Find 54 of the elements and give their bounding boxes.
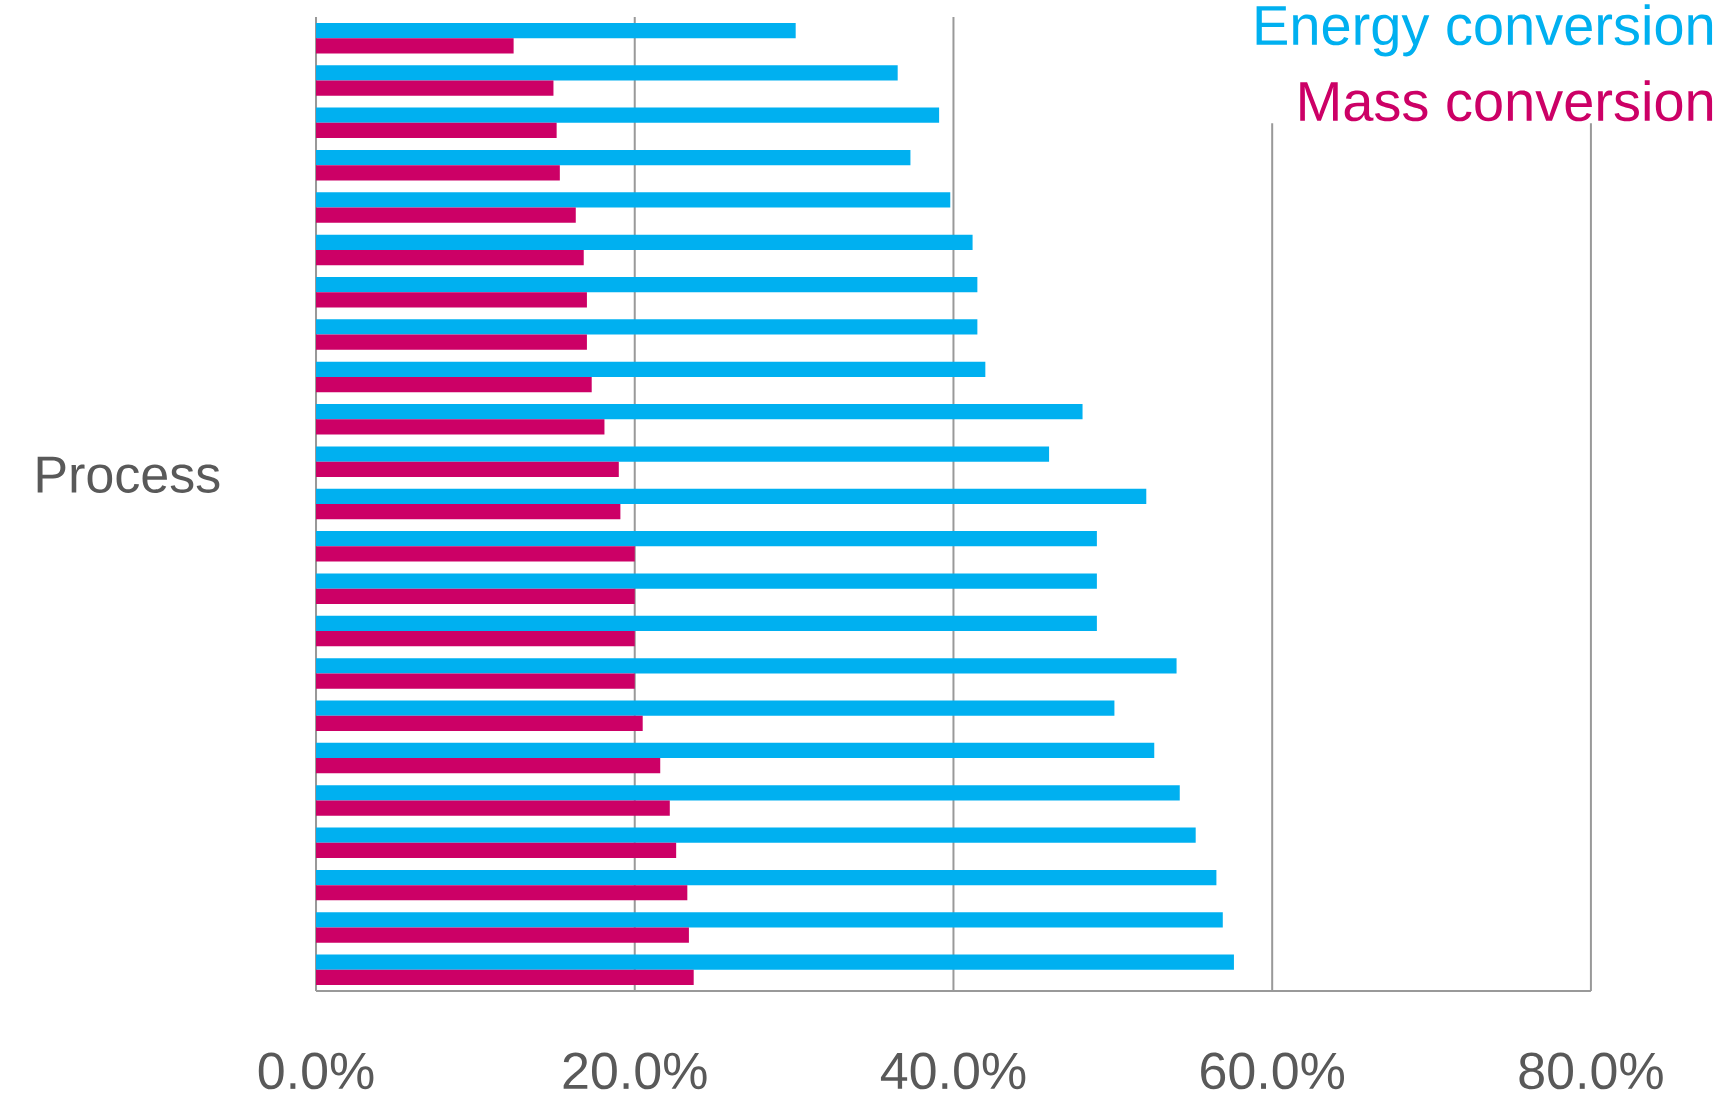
bar (316, 504, 621, 520)
bar (316, 165, 560, 181)
bar (316, 334, 587, 350)
bar (316, 249, 584, 266)
bar (316, 319, 978, 335)
bar (316, 758, 661, 774)
bar (316, 38, 514, 54)
bar (316, 361, 986, 377)
bar (316, 658, 1177, 674)
bar (316, 419, 605, 435)
bar (316, 927, 689, 943)
bar (316, 446, 1050, 462)
bar (316, 292, 587, 308)
bar (316, 969, 694, 986)
x-tick-label: 0.0% (258, 1052, 374, 1090)
bar (316, 149, 911, 166)
x-tick-label: 20.0% (563, 1052, 707, 1090)
bar (316, 869, 1217, 886)
bar (316, 277, 978, 293)
bar (316, 588, 635, 604)
bar (316, 234, 973, 250)
bar (316, 376, 592, 393)
bar (316, 207, 576, 223)
bar (316, 700, 1115, 716)
bar (316, 912, 1223, 928)
bar (316, 107, 940, 123)
bar (316, 122, 557, 139)
bar (316, 546, 635, 562)
bar (316, 615, 1097, 632)
y-axis-title: Process (37, 456, 220, 493)
bar (316, 80, 554, 96)
x-tick-label: 40.0% (880, 1052, 1026, 1090)
bar (316, 954, 1234, 970)
x-tick-label: 80.0% (1519, 1052, 1663, 1090)
bar (316, 715, 643, 731)
text: Energy conversion (1256, 4, 1713, 57)
x-tick-label: 60.0% (1201, 1052, 1345, 1090)
bar (316, 673, 635, 689)
bar (316, 531, 1097, 547)
bar (316, 404, 1083, 420)
bar (316, 827, 1196, 843)
bar (316, 488, 1147, 504)
bar (316, 65, 898, 81)
bar (316, 192, 951, 208)
bar (316, 573, 1097, 589)
bar (316, 800, 670, 816)
bar (316, 785, 1180, 801)
bar (316, 22, 796, 39)
text: Mass conversion (1300, 80, 1713, 122)
bar (316, 842, 677, 859)
bar (316, 742, 1155, 759)
bar (316, 631, 635, 647)
bar (316, 885, 688, 901)
bar (316, 461, 619, 477)
